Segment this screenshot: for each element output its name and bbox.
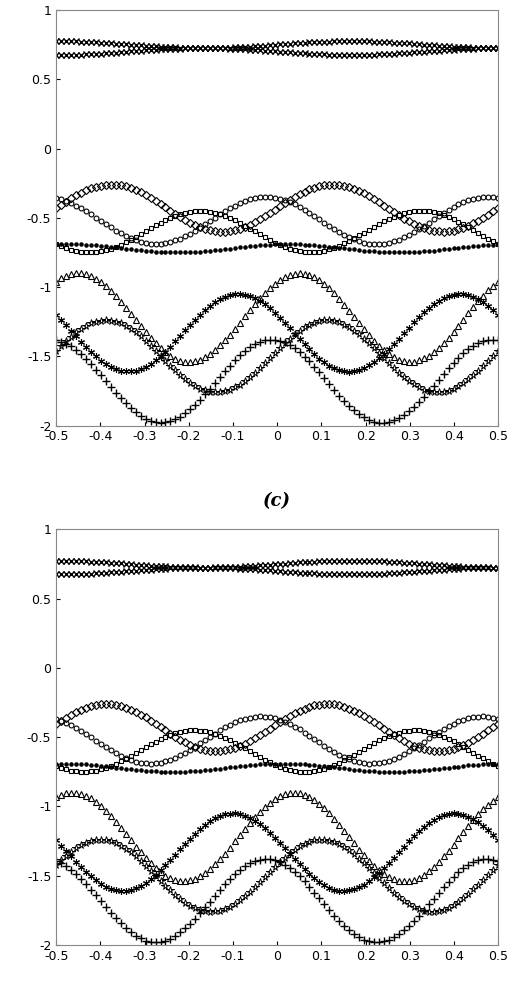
Text: (c): (c) [263,492,291,510]
